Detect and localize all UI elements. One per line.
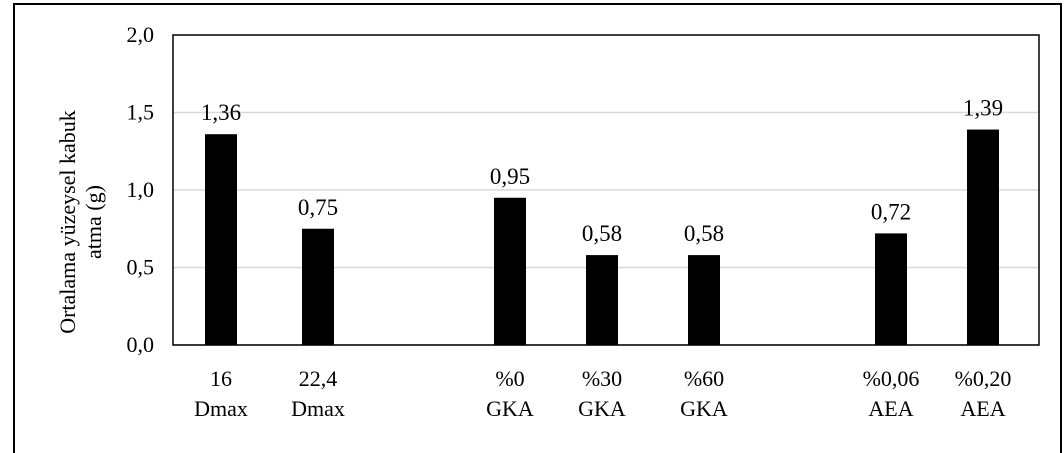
bar [494, 197, 526, 345]
x-tick-label: GKA [486, 396, 534, 421]
data-label: 0,58 [684, 221, 724, 246]
y-axis-label-line-1: Ortalama yüzeysel kabuk [55, 110, 80, 334]
bar [688, 255, 720, 345]
x-tick-label: Dmax [291, 396, 345, 421]
bar [875, 233, 907, 345]
plot-area-border [172, 34, 1040, 346]
data-label: 0,75 [298, 195, 338, 220]
x-axis-ticks: 16 Dmax 22,4 Dmax %0 GKA %30 GKA %60 GKA %0,06 AEA%… [194, 366, 1011, 421]
data-label: 0,58 [582, 221, 622, 246]
x-tick-label: %0,20 [955, 366, 1012, 391]
data-label: 1,36 [201, 100, 241, 125]
bar [302, 228, 334, 345]
x-tick-label: %0 [495, 366, 524, 391]
x-tick-label: 16 [210, 366, 232, 391]
bar [205, 134, 237, 345]
x-tick-label: %0,06 [863, 366, 920, 391]
y-tick-label: 1,5 [127, 100, 155, 125]
data-labels: 1,36 0,75 0,95 0,58 0,58 0,72 1,39 [201, 96, 1003, 247]
x-tick-label: 22,4 [299, 366, 338, 391]
x-tick-label: GKA [578, 396, 626, 421]
bars [205, 129, 999, 345]
y-tick-label: 2,0 [127, 22, 155, 47]
data-label: 1,39 [963, 96, 1003, 121]
x-tick-label: AEA [960, 396, 1005, 421]
y-axis-ticks: 0,0 0,5 1,0 1,5 2,0 [127, 22, 155, 357]
bar [586, 255, 618, 345]
y-tick-label: 1,0 [127, 177, 155, 202]
data-label: 0,72 [871, 199, 911, 224]
y-tick-label: 0,0 [127, 332, 155, 357]
x-tick-label: AEA [868, 396, 913, 421]
x-tick-label: GKA [680, 396, 728, 421]
x-tick-label: %60 [684, 366, 724, 391]
chart-frame [13, 3, 1062, 453]
bar [967, 129, 999, 345]
data-label: 0,95 [490, 164, 530, 189]
y-axis-label-line-2: atma (g) [81, 185, 106, 259]
x-tick-label: %30 [582, 366, 622, 391]
y-tick-label: 0,5 [127, 255, 155, 280]
bar-chart: Ortalama yüzeysel kabuk atma (g) 0,0 0,5 1… [55, 22, 1040, 421]
x-tick-label: Dmax [194, 396, 248, 421]
